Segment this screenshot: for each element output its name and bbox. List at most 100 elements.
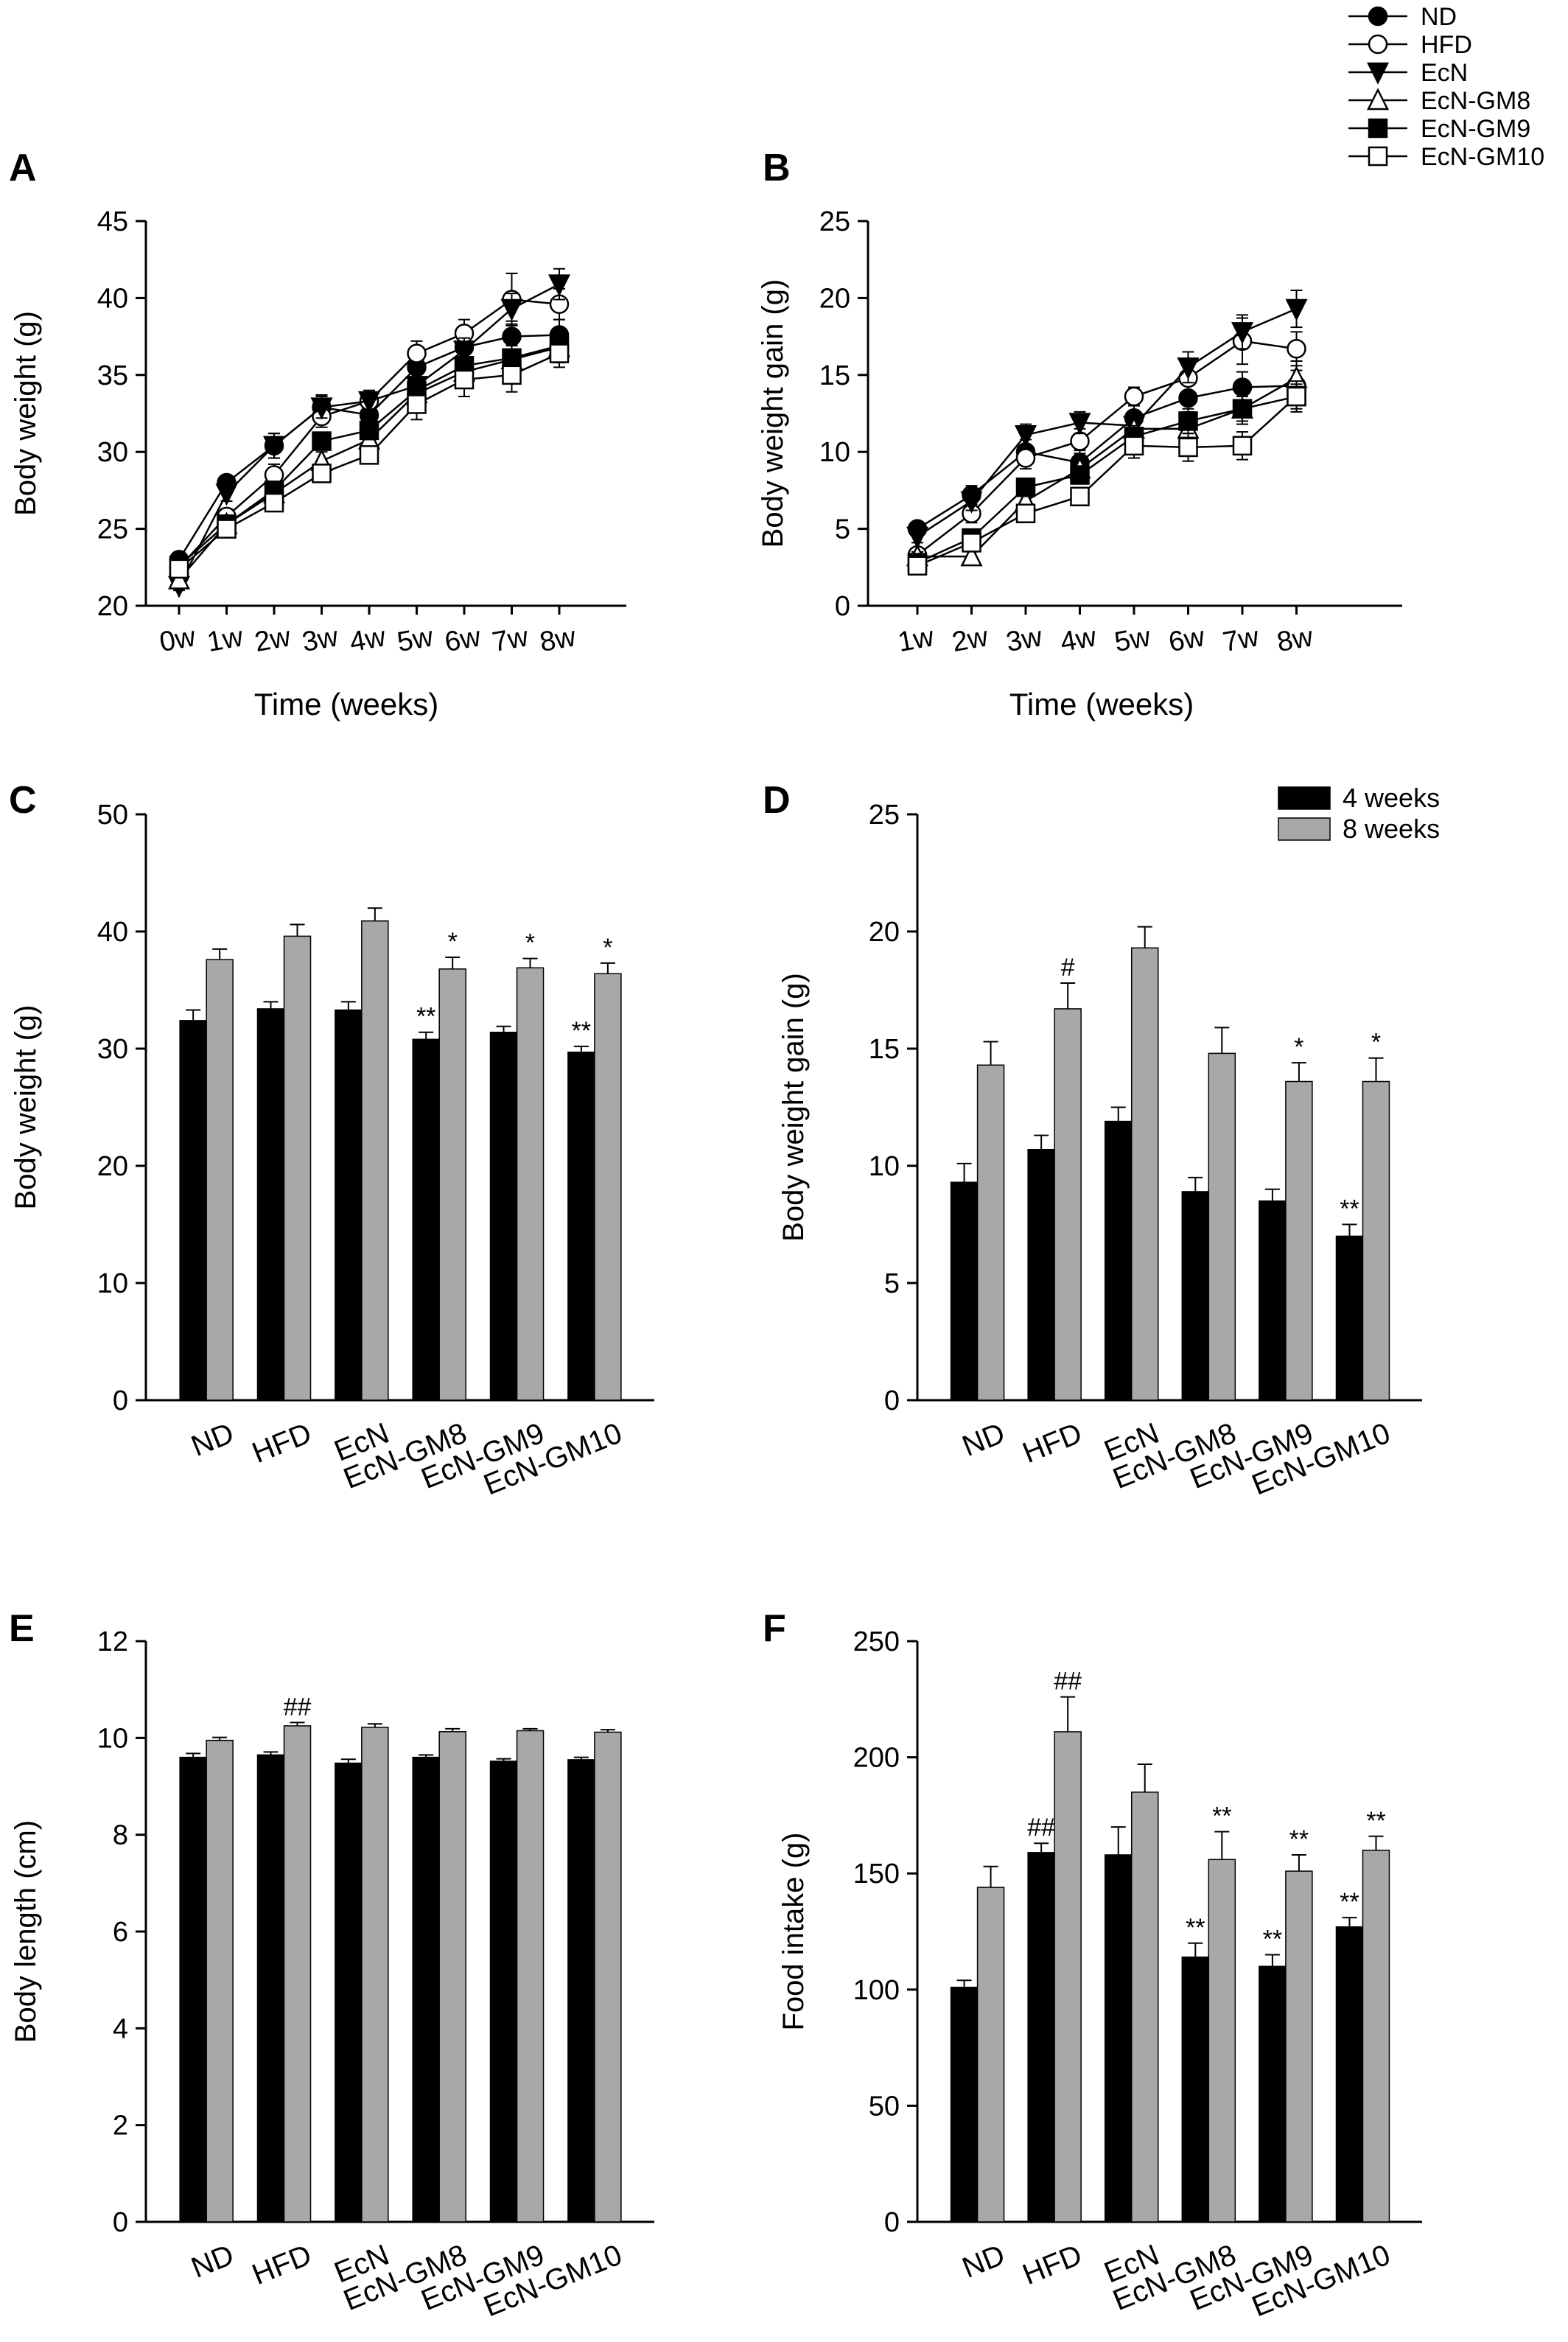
y-tick-label: 50 [97,800,128,831]
x-tick-label: 4w [347,621,388,658]
bar [1335,1926,1364,2223]
y-tick-label: 50 [869,2091,900,2122]
significance-label: ** [1289,1825,1309,1853]
bar [335,1762,363,2223]
x-tick-label: 1w [205,621,246,658]
data-point [312,464,332,483]
data-point [359,445,379,465]
data-point [262,436,286,458]
panel-letter: B [763,147,791,189]
bar [1104,1854,1133,2223]
legend-swatch [1278,817,1331,841]
data-point [264,492,284,513]
legend-marker [1368,6,1388,27]
bar [412,1038,440,1401]
y-tick-label: 10 [819,437,850,468]
data-point [217,519,237,539]
legend-label: EcN-GM8 [1421,87,1530,115]
x-tick-label: 2w [252,621,293,658]
legend-marker [1366,62,1390,85]
data-point [1287,386,1306,407]
chart-panel-B: 0 5 10 15 20 25 Body weight gain (g) B 1w 2w 3w 4w 5… [757,147,1402,721]
y-axis-label: Body weight gain (g) [757,279,789,548]
data-point [1015,477,1036,497]
bar [1362,1080,1390,1401]
significance-label: ** [1186,1914,1205,1942]
y-tick-label: 40 [97,917,128,948]
x-axis-label: Time (weeks) [1009,687,1194,721]
data-point [1285,298,1308,321]
bar [976,1887,1005,2223]
legend-label: HFD [1421,31,1472,59]
y-tick-label: 20 [97,591,128,622]
panel-letter: D [763,779,791,822]
bar [489,1031,518,1401]
bar [361,920,389,1401]
bar [1130,947,1159,1401]
data-point [1178,411,1198,431]
legend-label: ND [1421,3,1457,31]
x-tick-label: 5w [1112,621,1153,658]
data-point [960,544,983,567]
data-point [215,483,238,506]
x-tick-label: 1w [895,621,937,658]
y-tick-label: 10 [869,1151,900,1182]
y-tick-label: 6 [113,1917,128,1948]
y-axis-label: Body length (cm) [10,1820,42,2043]
data-point [502,326,522,346]
bar [256,1754,285,2223]
y-tick-label: 0 [835,591,850,622]
y-tick-label: 25 [97,514,128,545]
data-point [500,298,523,321]
bar [1285,1870,1313,2223]
data-point [1124,436,1144,456]
y-tick-label: 15 [819,360,850,391]
y-tick-label: 4 [113,2013,128,2044]
x-tick-label: ND [186,2239,238,2285]
bar [1259,1965,1287,2223]
panel-letter: C [9,779,37,822]
significance-label: ## [1054,1668,1082,1696]
significance-label: # [1061,954,1075,982]
y-axis-label: Body weight (g) [10,1005,42,1210]
significance-label: * [603,934,612,962]
x-tick-label: 3w [300,621,341,658]
significance-label: * [1371,1029,1381,1057]
x-tick-label: ND [186,1417,238,1463]
y-tick-label: 5 [835,514,850,545]
significance-label: ## [1027,1814,1055,1842]
bar [1181,1956,1210,2223]
y-tick-label: 30 [97,1034,128,1065]
y-axis-label: Body weight gain (g) [777,973,810,1242]
bar [950,1986,979,2223]
data-point [502,365,522,385]
y-tick-label: 10 [97,1268,128,1299]
data-point [357,391,381,414]
x-tick-label: 8w [537,621,578,658]
significance-label: ** [572,1017,591,1045]
bar [283,1725,312,2223]
data-point [1015,503,1036,523]
data-point [549,343,570,363]
data-point [962,533,981,553]
y-tick-label: 25 [819,206,850,237]
data-point [1124,386,1144,407]
x-tick-label: HFD [248,2239,316,2292]
bar [594,973,622,1401]
y-axis-label: Food intake (g) [777,1832,810,2030]
bar [179,1756,207,2223]
bar [950,1181,979,1401]
significance-label: * [1294,1033,1303,1061]
bar [976,1064,1005,1401]
bar [1208,1052,1236,1401]
bar [1285,1080,1313,1401]
bar [438,1731,466,2223]
data-point [1014,424,1037,448]
data-point [167,567,191,590]
legend-label: 8 weeks [1343,814,1440,844]
bar [1104,1120,1133,1401]
x-tick-label: ND [958,2239,1009,2285]
legend-label: EcN-GM10 [1421,143,1544,171]
